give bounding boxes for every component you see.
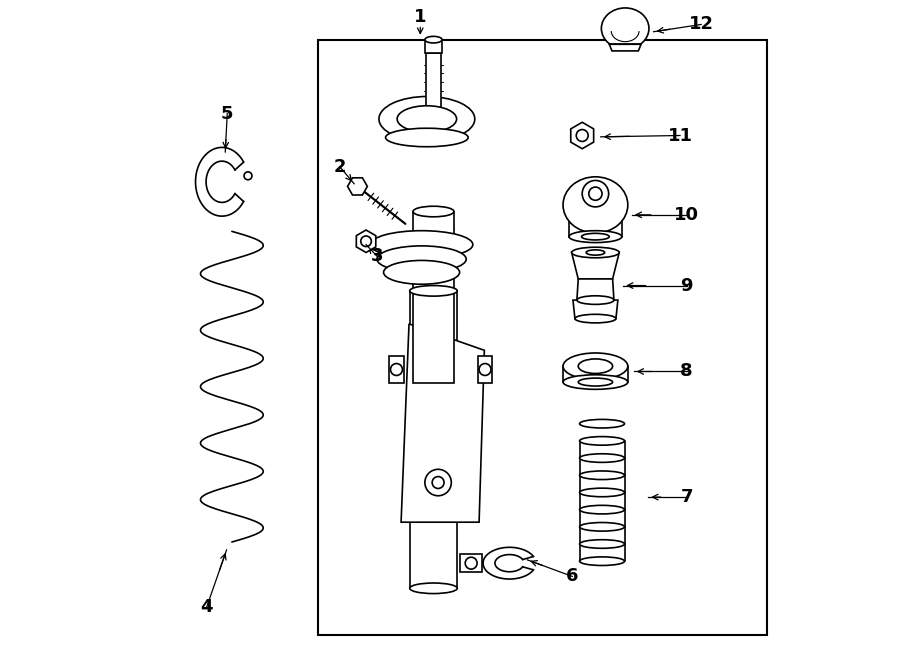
Polygon shape <box>577 279 614 300</box>
Polygon shape <box>410 291 457 588</box>
Polygon shape <box>427 53 441 139</box>
Circle shape <box>391 364 402 375</box>
Circle shape <box>582 180 608 207</box>
Text: 1: 1 <box>414 7 427 26</box>
Text: 12: 12 <box>688 15 714 34</box>
Ellipse shape <box>397 106 456 132</box>
Text: 3: 3 <box>371 247 383 266</box>
Polygon shape <box>478 356 492 383</box>
Circle shape <box>244 172 252 180</box>
Text: 5: 5 <box>221 104 233 123</box>
Ellipse shape <box>578 359 613 373</box>
Ellipse shape <box>563 375 628 389</box>
Polygon shape <box>609 44 641 51</box>
Ellipse shape <box>580 505 625 514</box>
Polygon shape <box>573 300 618 319</box>
Ellipse shape <box>563 176 628 233</box>
Circle shape <box>465 557 477 569</box>
Ellipse shape <box>580 522 625 531</box>
Polygon shape <box>413 212 454 383</box>
Text: 7: 7 <box>680 488 693 506</box>
Ellipse shape <box>563 353 628 379</box>
Text: 2: 2 <box>333 157 346 176</box>
Ellipse shape <box>580 539 625 548</box>
Polygon shape <box>401 324 484 522</box>
Polygon shape <box>460 554 482 572</box>
Ellipse shape <box>410 583 457 594</box>
Ellipse shape <box>575 315 616 323</box>
Ellipse shape <box>377 246 466 272</box>
Text: 10: 10 <box>674 206 699 224</box>
Ellipse shape <box>601 8 649 49</box>
Ellipse shape <box>572 247 619 258</box>
Polygon shape <box>425 40 442 53</box>
Ellipse shape <box>413 206 454 217</box>
Text: 11: 11 <box>668 126 692 145</box>
Circle shape <box>425 469 451 496</box>
Polygon shape <box>347 178 367 195</box>
Polygon shape <box>356 230 376 253</box>
FancyBboxPatch shape <box>318 40 768 635</box>
Circle shape <box>479 364 491 375</box>
Ellipse shape <box>379 97 475 141</box>
Ellipse shape <box>410 286 457 296</box>
Ellipse shape <box>580 557 625 565</box>
Ellipse shape <box>385 128 468 147</box>
Ellipse shape <box>580 436 625 446</box>
Ellipse shape <box>577 296 614 304</box>
Text: 6: 6 <box>566 567 579 586</box>
Ellipse shape <box>580 471 625 480</box>
Ellipse shape <box>580 488 625 497</box>
Ellipse shape <box>580 419 625 428</box>
Ellipse shape <box>569 231 622 243</box>
Ellipse shape <box>370 231 472 258</box>
Polygon shape <box>571 122 594 149</box>
Ellipse shape <box>383 260 460 284</box>
Text: 4: 4 <box>201 598 213 616</box>
Polygon shape <box>572 253 619 279</box>
Ellipse shape <box>425 36 442 43</box>
Text: 9: 9 <box>680 276 693 295</box>
Polygon shape <box>389 356 404 383</box>
Text: 8: 8 <box>680 362 693 381</box>
Ellipse shape <box>580 453 625 463</box>
